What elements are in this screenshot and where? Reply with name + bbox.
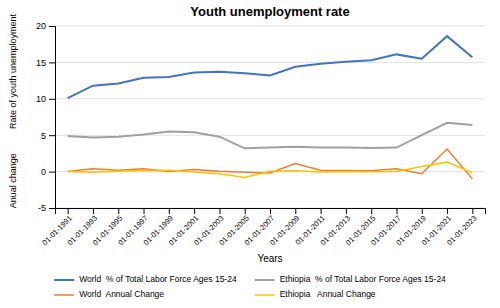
series-line bbox=[68, 162, 473, 177]
tick-label: 01-01-2023 bbox=[445, 214, 478, 247]
chart: -5 0 5 10 15 20 01-01-199101-01-199301-01-1995… bbox=[0, 0, 500, 308]
tick: 0 bbox=[41, 167, 55, 177]
grid-line bbox=[55, 26, 485, 27]
tick-label: 10 bbox=[36, 94, 46, 104]
y-axis: -5 0 5 10 15 20 bbox=[36, 21, 56, 213]
tick: 20 bbox=[36, 21, 55, 31]
tick-label: 0 bbox=[41, 167, 46, 177]
tick: -5 bbox=[38, 203, 55, 213]
legend-swatch bbox=[255, 294, 275, 296]
tick-mark bbox=[49, 62, 55, 63]
tick-mark bbox=[169, 208, 170, 214]
grid bbox=[55, 26, 485, 208]
tick-mark bbox=[245, 208, 246, 214]
series-line bbox=[68, 123, 473, 148]
tick-mark bbox=[396, 208, 397, 214]
tick-label: 5 bbox=[41, 131, 46, 141]
tick-mark bbox=[93, 208, 94, 214]
tick: 15 bbox=[36, 58, 55, 68]
legend-item: Ethiopia % of Total Labor Force Ages 15-… bbox=[255, 274, 446, 284]
tick-mark bbox=[194, 208, 195, 214]
tick-mark bbox=[422, 208, 423, 214]
title: Youth unemployment rate bbox=[190, 4, 349, 19]
lines bbox=[68, 36, 473, 179]
tick-mark bbox=[118, 208, 119, 214]
legend-label: World Annual Change bbox=[79, 289, 164, 299]
legend-item: World Annual Change bbox=[54, 289, 164, 299]
x-axis: 01-01-199101-01-199301-01-199501-01-1997… bbox=[40, 208, 485, 247]
tick: 10 bbox=[36, 94, 55, 104]
tick-mark bbox=[49, 135, 55, 136]
legend-swatch bbox=[54, 294, 74, 296]
tick-mark bbox=[371, 208, 372, 214]
series-line bbox=[68, 36, 473, 98]
grid-line bbox=[55, 62, 485, 63]
tick: 5 bbox=[41, 131, 55, 141]
legend-swatch bbox=[255, 279, 275, 281]
legend-item: World % of Total Labor Force Ages 15-24 bbox=[54, 274, 237, 284]
legend: World % of Total Labor Force Ages 15-24 W… bbox=[54, 274, 446, 299]
tick-mark bbox=[49, 26, 55, 27]
tick-mark bbox=[295, 208, 296, 214]
legend-label: World % of Total Labor Force Ages 15-24 bbox=[79, 274, 237, 284]
plot-area: -5 0 5 10 15 20 01-01-199101-01-199301-01-1995… bbox=[36, 21, 486, 247]
grid-line bbox=[55, 98, 485, 99]
x-axis-title: Years bbox=[257, 253, 282, 264]
series-line bbox=[68, 149, 473, 179]
tick-label: 20 bbox=[36, 21, 46, 31]
tick-mark bbox=[321, 208, 322, 214]
axis-line bbox=[49, 27, 56, 209]
tick-mark bbox=[219, 208, 220, 214]
tick-mark bbox=[49, 208, 55, 209]
tick-mark bbox=[49, 172, 55, 173]
tick-mark bbox=[472, 208, 473, 214]
tick-label: 15 bbox=[36, 58, 46, 68]
tick-mark bbox=[447, 208, 448, 214]
tick-label: -5 bbox=[38, 203, 46, 213]
legend-label: Ethiopia % of Total Labor Force Ages 15-… bbox=[280, 274, 446, 284]
tick: 01-01-2023 bbox=[445, 208, 478, 247]
y-axis-title: Rate of youth unemployment bbox=[8, 13, 18, 129]
tick-mark bbox=[270, 208, 271, 214]
tick-mark bbox=[144, 208, 145, 214]
legend-swatch bbox=[54, 279, 74, 281]
tick-mark bbox=[49, 99, 55, 100]
legend-label: Ethiopia Annual Change bbox=[280, 289, 376, 299]
tick-mark bbox=[346, 208, 347, 214]
tick-mark bbox=[68, 208, 69, 214]
y-axis-title: Anual change bbox=[8, 153, 18, 208]
legend-item: Ethiopia Annual Change bbox=[255, 289, 376, 299]
